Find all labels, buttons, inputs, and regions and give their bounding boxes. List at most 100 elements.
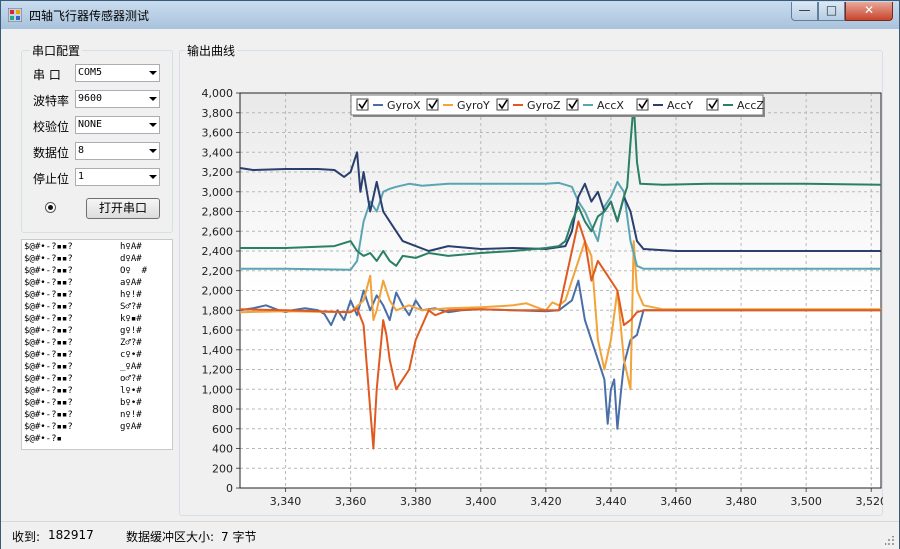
baud-label: 波特率 — [33, 94, 70, 108]
x-tick-label: 3,460 — [660, 495, 692, 508]
parity-select[interactable]: NONE — [75, 116, 160, 134]
log-line-tail: n♀!# — [120, 410, 142, 420]
legend-checkbox — [566, 98, 579, 111]
log-line-data: $@#•-?▪▪? — [24, 398, 73, 408]
y-tick-label: 1,200 — [202, 364, 234, 377]
series-line-gyroz — [239, 220, 881, 450]
client-area: 串口配置 串 口 COM5 波特率 9600 校验位 NONE 数据位 8 停止… — [9, 30, 891, 519]
parity-label: 校验位 — [33, 120, 70, 134]
log-line-data: $@#•-?▪▪? — [24, 314, 73, 324]
log-line: $@#•-?▪▪? c♀•# — [24, 349, 170, 361]
legend — [350, 94, 764, 116]
databits-label: 数据位 — [33, 146, 70, 160]
check-icon — [708, 99, 718, 110]
legend-label: AccX — [597, 99, 624, 112]
x-tick-label: 3,500 — [790, 495, 822, 508]
y-tick-label: 3,600 — [202, 127, 234, 140]
y-tick-label: 4,000 — [202, 87, 234, 100]
baud-select[interactable]: 9600 — [75, 90, 160, 108]
check-icon — [428, 99, 438, 110]
log-line: $@#•-?▪▪? k♀▪# — [24, 313, 170, 325]
check-icon — [358, 99, 368, 110]
log-line-tail: g♀!# — [120, 326, 142, 336]
log-line: $@#•-?▪▪? Z♂?# — [24, 337, 170, 349]
databits-select[interactable]: 8 — [75, 142, 160, 160]
log-line-data: $@#•-?▪▪? — [24, 278, 73, 288]
receive-log[interactable]: $@#•-?▪▪? h♀A# $@#•-?▪▪? d♀A# $@#•-?▪▪? O♀ # $… — [21, 239, 173, 450]
series-line-gyroy — [239, 240, 881, 391]
open-port-button[interactable]: 打开串口 — [86, 198, 160, 219]
log-line-tail: b♀•# — [120, 398, 142, 408]
log-line-data: $@#•-?▪▪? — [24, 290, 73, 300]
log-line: $@#•-?▪▪? S♂?# — [24, 301, 170, 313]
window-title: 四轴飞行器传感器测试 — [29, 9, 150, 23]
log-line-tail: d♀A# — [120, 254, 142, 264]
x-tick-label: 3,400 — [465, 495, 497, 508]
log-line-data: $@#•-?▪▪? — [24, 410, 73, 420]
log-line-tail: Z♂?# — [120, 338, 142, 348]
log-line-data: $@#•-?▪▪? — [24, 338, 73, 348]
chevron-down-icon — [149, 175, 157, 179]
log-line-data: $@#•-?▪▪? — [24, 362, 73, 372]
series-line-gyrox — [239, 279, 881, 430]
y-tick-label: 1,400 — [202, 344, 234, 357]
y-tick-label: 3,000 — [202, 186, 234, 199]
log-line: $@#•-?▪▪? g♀!# — [24, 325, 170, 337]
y-tick-label: 600 — [212, 423, 233, 436]
x-tick-label: 3,380 — [400, 495, 432, 508]
resize-grip-icon[interactable] — [885, 536, 895, 546]
log-line: $@#•-?▪▪? O♀ # — [24, 265, 170, 277]
port-select[interactable]: COM5 — [75, 64, 160, 82]
log-line-data: $@#•-?▪▪? — [24, 242, 73, 252]
y-tick-label: 2,600 — [202, 225, 234, 238]
log-line-tail: o♂?# — [120, 374, 142, 384]
parity-value: NONE — [78, 119, 103, 130]
chevron-down-icon — [149, 149, 157, 153]
log-line-tail: _♀A# — [120, 362, 142, 372]
serial-config-group: 串口配置 串 口 COM5 波特率 9600 校验位 NONE 数据位 8 停止… — [21, 42, 173, 233]
buffer-label: 数据缓冲区大小: — [126, 530, 215, 544]
x-tick-label: 3,520 — [855, 495, 883, 508]
log-line: $@#•-?▪▪? d♀A# — [24, 253, 170, 265]
x-tick-label: 3,480 — [725, 495, 757, 508]
port-value: COM5 — [78, 67, 103, 78]
serial-config-title: 串口配置 — [30, 42, 83, 59]
legend-label: AccY — [667, 99, 693, 112]
x-tick-label: 3,440 — [595, 495, 627, 508]
log-line: $@#•-?▪▪? h♀A# — [24, 241, 170, 253]
y-tick-label: 400 — [212, 443, 233, 456]
plot-border — [239, 92, 882, 489]
log-line: $@#•-?▪▪? _♀A# — [24, 361, 170, 373]
received-count: 182917 — [48, 528, 94, 542]
legend-label: GyroX — [387, 99, 421, 112]
log-line-data: $@#•-?▪▪? — [24, 386, 73, 396]
buffer-size: 7 字节 — [221, 530, 257, 544]
y-tick-label: 1,600 — [202, 324, 234, 337]
legend-checkbox — [356, 98, 369, 111]
log-line: $@#•-?▪▪? o♂?# — [24, 373, 170, 385]
y-tick-label: 2,400 — [202, 245, 234, 258]
log-line-tail: c♀•# — [120, 350, 142, 360]
app-icon — [8, 8, 22, 22]
close-button[interactable]: ✕ — [845, 2, 893, 21]
log-line-data: $@#•-?▪▪? — [24, 326, 73, 336]
chevron-down-icon — [149, 97, 157, 101]
check-icon — [638, 99, 648, 110]
legend-checkbox — [636, 98, 649, 111]
maximize-button[interactable]: □ — [818, 2, 845, 21]
legend-label: GyroZ — [527, 99, 561, 112]
log-line: $@#•-?▪▪? l♀•# — [24, 385, 170, 397]
y-tick-label: 0 — [226, 482, 233, 495]
line-chart: 0 200 400 600 800 1,000 1,200 1,400 1,600 1,800 2,… — [202, 87, 884, 508]
y-tick-label: 200 — [212, 462, 233, 475]
x-tick-label: 3,420 — [530, 495, 562, 508]
log-line-data: $@#•-?▪▪? — [24, 302, 73, 312]
title-bar[interactable]: 四轴飞行器传感器测试 — □ ✕ — [1, 1, 899, 29]
stopbits-select[interactable]: 1 — [75, 168, 160, 186]
log-line-tail: l♀•# — [120, 386, 142, 396]
minimize-button[interactable]: — — [791, 2, 818, 21]
y-tick-label: 2,800 — [202, 206, 234, 219]
y-tick-label: 1,800 — [202, 304, 234, 317]
log-line: $@#•-?▪▪? n♀!# — [24, 409, 170, 421]
